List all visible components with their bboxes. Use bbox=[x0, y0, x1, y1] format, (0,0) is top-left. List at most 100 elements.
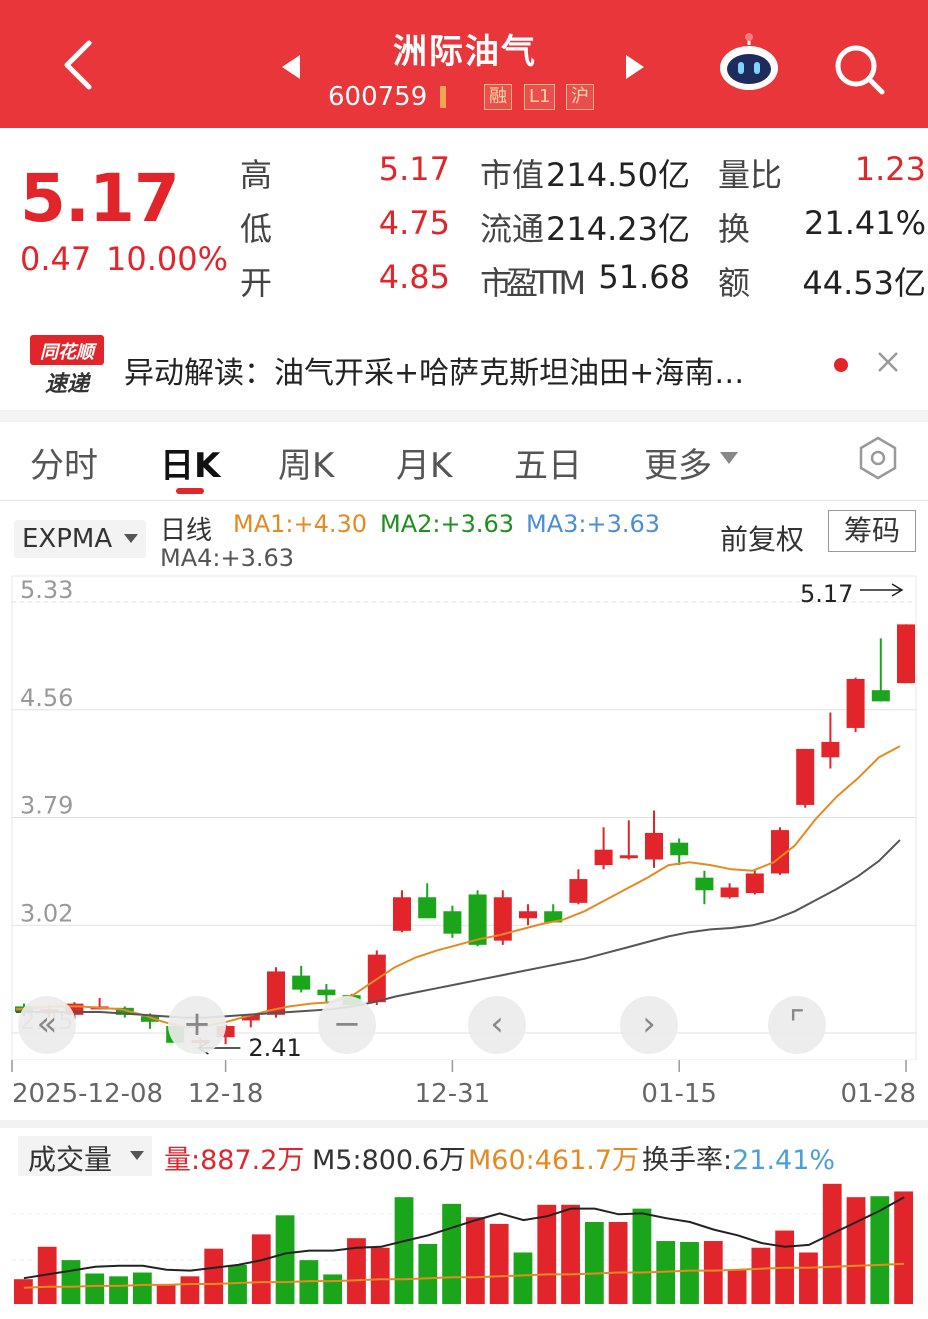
scroll-left-icon[interactable]: ‹ bbox=[468, 996, 526, 1054]
fullscreen-icon[interactable]: ⌜ bbox=[768, 996, 826, 1054]
amount-value: 44.53亿 bbox=[802, 264, 926, 302]
indicator-select[interactable]: EXPMA bbox=[14, 520, 146, 558]
back-icon[interactable] bbox=[55, 35, 105, 95]
candle-body bbox=[241, 1014, 260, 1021]
volume-bar bbox=[180, 1276, 200, 1304]
candle bbox=[443, 905, 462, 938]
candle-body bbox=[821, 741, 840, 758]
low-value: 4.75 bbox=[378, 204, 450, 242]
volume-bar bbox=[632, 1208, 652, 1304]
zoom-out-icon[interactable]: − bbox=[318, 996, 376, 1054]
tab-daily-k[interactable]: 日K bbox=[160, 446, 221, 486]
volume-select-label: 成交量 bbox=[28, 1143, 113, 1176]
volume-bar bbox=[156, 1283, 176, 1304]
candle-body bbox=[141, 1016, 159, 1022]
chip-distribution-button[interactable]: 筹码 bbox=[828, 510, 916, 552]
volume-bar bbox=[608, 1221, 628, 1304]
price-change-pct: 10.00% bbox=[106, 240, 229, 278]
pe-value: 51.68 bbox=[598, 258, 690, 296]
kline-chart[interactable]: 5.334.563.793.022.255.172.41 bbox=[0, 570, 928, 1060]
volume-bar bbox=[323, 1274, 343, 1304]
shanghai-tag: 沪 bbox=[566, 84, 594, 110]
volume-bar bbox=[870, 1196, 890, 1304]
candle bbox=[241, 1014, 260, 1028]
collapse-icon[interactable]: « bbox=[18, 996, 76, 1054]
price-change: 0.47 bbox=[20, 240, 92, 278]
candle-body bbox=[645, 832, 663, 860]
next-stock-icon[interactable] bbox=[626, 55, 644, 79]
volume-chart[interactable] bbox=[0, 1180, 928, 1319]
low-label: 低 bbox=[240, 210, 273, 248]
logo-line2: 速递 bbox=[45, 371, 92, 397]
volume-bar bbox=[513, 1252, 533, 1304]
tab-five-day[interactable]: 五日 bbox=[514, 446, 582, 486]
min-price-marker: 2.41 bbox=[248, 1034, 301, 1060]
candle bbox=[670, 838, 689, 866]
alert-text[interactable]: 异动解读：油气开采+哈萨克斯坦油田+海南… bbox=[124, 356, 745, 391]
volume-bar bbox=[584, 1221, 604, 1304]
ma3-value: MA3:+3.63 bbox=[526, 510, 661, 538]
ma2-value: MA2:+3.63 bbox=[380, 510, 515, 538]
volume-ratio-label: 量比 bbox=[718, 156, 783, 194]
max-arrow bbox=[860, 583, 904, 597]
candle bbox=[418, 883, 437, 919]
volume-bar bbox=[894, 1191, 913, 1304]
candle-body bbox=[115, 1007, 134, 1015]
open-value: 4.85 bbox=[378, 258, 450, 296]
x-tick-label: 12-18 bbox=[188, 1079, 264, 1109]
search-icon[interactable] bbox=[830, 40, 888, 98]
volume-bar bbox=[204, 1248, 224, 1304]
candle-body bbox=[216, 1026, 235, 1038]
unread-dot bbox=[834, 358, 848, 372]
zoom-in-icon[interactable]: + bbox=[168, 996, 226, 1054]
volume-bar bbox=[799, 1252, 818, 1304]
candle-body bbox=[468, 894, 487, 945]
candle-body bbox=[594, 849, 613, 866]
margin-tag: 融 bbox=[484, 84, 512, 110]
scroll-right-icon[interactable]: › bbox=[620, 996, 678, 1054]
y-tick-label: 5.33 bbox=[20, 576, 73, 604]
candle-body bbox=[720, 887, 739, 898]
volume-bar bbox=[347, 1238, 366, 1304]
high-value: 5.17 bbox=[378, 150, 450, 188]
ma2-line bbox=[16, 839, 901, 1019]
tab-weekly-k[interactable]: 周K bbox=[278, 446, 335, 486]
pe-label-text: 市盈TTM bbox=[480, 264, 586, 302]
prev-stock-icon[interactable] bbox=[282, 55, 300, 79]
volume-bar bbox=[14, 1279, 33, 1304]
adjust-mode[interactable]: 前复权 bbox=[720, 523, 805, 556]
close-icon[interactable] bbox=[872, 346, 904, 378]
candle-body bbox=[267, 971, 285, 1015]
candle-body bbox=[317, 989, 336, 996]
turnover-label: 换 bbox=[718, 210, 751, 248]
code-marker bbox=[440, 86, 446, 108]
volume-bar bbox=[846, 1197, 866, 1304]
volume-indicator-select[interactable]: 成交量 bbox=[18, 1136, 152, 1176]
y-tick-label: 3.79 bbox=[20, 792, 73, 820]
ma4-value: MA4:+3.63 bbox=[160, 544, 295, 572]
stock-name: 洲际油气 bbox=[393, 32, 537, 72]
turnover-rate-value: 21.41% bbox=[732, 1145, 836, 1176]
news-alert-bar[interactable]: 同花顺 速递 异动解读：油气开采+哈萨克斯坦油田+海南… bbox=[0, 320, 928, 410]
chevron-down-icon[interactable] bbox=[720, 452, 738, 464]
amount-label: 额 bbox=[718, 264, 751, 302]
candle bbox=[468, 890, 487, 947]
settings-icon[interactable] bbox=[856, 436, 900, 480]
candle-body bbox=[670, 842, 689, 856]
turnover-rate-text: 换手率: bbox=[642, 1145, 733, 1176]
y-tick-label: 3.02 bbox=[20, 899, 73, 927]
volume-bar bbox=[251, 1234, 271, 1304]
ths-express-logo: 同花顺 速递 bbox=[30, 335, 104, 397]
candle bbox=[292, 965, 311, 993]
ma1-line bbox=[15, 745, 901, 1029]
volume-value: 量:887.2万 bbox=[164, 1145, 305, 1176]
tab-monthly-k[interactable]: 月K bbox=[396, 446, 453, 486]
chart-divider bbox=[0, 1120, 928, 1128]
tab-more[interactable]: 更多 bbox=[644, 446, 712, 486]
tab-intraday[interactable]: 分时 bbox=[30, 446, 98, 486]
volume-bar bbox=[228, 1264, 247, 1304]
logo-line1: 同花顺 bbox=[40, 342, 98, 363]
robot-assistant-icon[interactable] bbox=[718, 32, 780, 94]
x-tick-label: 01-28 bbox=[840, 1079, 916, 1109]
candle-body bbox=[695, 877, 714, 891]
